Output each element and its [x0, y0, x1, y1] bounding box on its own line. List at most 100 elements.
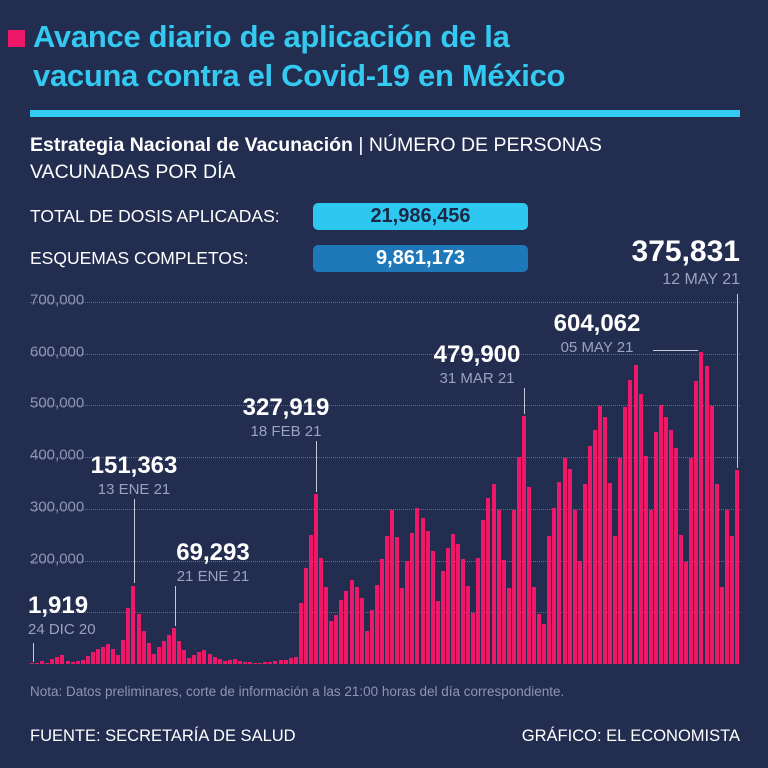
annotation-date: 05 MAY 21 [560, 339, 634, 356]
bar-day-45 [258, 662, 263, 664]
bar-day-30 [182, 650, 187, 664]
annotation-28: 69,293 21 ENE 21 [176, 540, 249, 586]
bar-day-132 [699, 351, 704, 664]
bar-day-22 [141, 630, 146, 664]
annotation-callout-line-20 [134, 499, 135, 583]
bar-day-8 [70, 661, 75, 664]
bar-day-48 [273, 661, 278, 664]
gridline-400000 [30, 457, 740, 459]
bar-day-52 [293, 657, 298, 664]
bar-day-24 [151, 653, 156, 664]
bar-day-131 [694, 380, 699, 664]
bar-day-123 [653, 431, 658, 664]
annotation-value: 479,900 [433, 341, 521, 368]
headline-value: 375,831 [631, 235, 740, 268]
footer-source: FUENTE: SECRETARÍA DE SALUD [30, 727, 296, 745]
bar-day-105 [562, 457, 567, 664]
bar-day-3 [45, 662, 50, 664]
bar-day-67 [369, 609, 374, 664]
annotation-date: 31 MAR 21 [439, 370, 515, 387]
bar-day-13 [95, 649, 100, 664]
stat-value-total-doses-badge: 21,986,456 [313, 203, 528, 230]
bar-day-37 [217, 659, 222, 664]
annotation-callout-line-0 [33, 643, 34, 662]
bar-day-117 [623, 406, 628, 664]
bar-day-50 [283, 659, 288, 664]
bar-day-58 [324, 587, 329, 664]
bar-day-112 [598, 406, 603, 664]
bar-day-121 [643, 456, 648, 664]
bar-day-46 [263, 662, 268, 664]
bar-day-98 [527, 486, 532, 664]
annotation-value: 327,919 [242, 394, 330, 421]
bar-day-127 [674, 447, 679, 664]
bar-day-32 [192, 654, 197, 664]
bar-day-64 [354, 586, 359, 664]
bar-day-25 [156, 646, 161, 664]
bar-day-69 [379, 558, 384, 664]
bar-day-77 [420, 518, 425, 664]
bar-day-31 [187, 657, 192, 664]
page-title-line2: vacuna contra el Covid-19 en México [33, 58, 566, 93]
bar-day-40 [232, 659, 237, 664]
stat-label-complete-schemes: ESQUEMAS COMPLETOS: [30, 248, 249, 268]
annotation-callout-line-132 [653, 350, 698, 351]
bar-day-90 [486, 497, 491, 664]
bar-day-60 [334, 614, 339, 664]
bar-day-82 [445, 547, 450, 664]
bar-day-41 [237, 660, 242, 664]
bar-day-62 [344, 590, 349, 664]
bar-day-92 [496, 510, 501, 664]
bar-day-96 [516, 456, 521, 664]
stat-row-total-doses: TOTAL DE DOSIS APLICADAS: 21,986,456 [30, 203, 528, 230]
bar-day-101 [542, 623, 547, 664]
bar-day-49 [278, 660, 283, 664]
bar-day-110 [587, 445, 592, 664]
bar-day-135 [714, 484, 719, 664]
bar-day-71 [390, 510, 395, 664]
bar-day-93 [501, 559, 506, 664]
annotation-date: 13 ENE 21 [97, 481, 171, 498]
bar-day-136 [719, 587, 724, 664]
bar-day-139 [734, 469, 739, 664]
bar-day-95 [511, 509, 516, 664]
bar-day-61 [339, 599, 344, 664]
annotation-97: 479,900 31 MAR 21 [433, 341, 521, 388]
bar-day-5 [55, 656, 60, 664]
bar-day-14 [101, 646, 106, 664]
bar-day-44 [253, 662, 258, 664]
bar-day-76 [415, 508, 420, 664]
subtitle-bold-text: Estrategia Nacional de Vacunación [30, 134, 353, 156]
bar-day-111 [592, 430, 597, 664]
bar-day-88 [476, 558, 481, 664]
annotation-132: 604,062 05 MAY 21 [554, 311, 641, 357]
bar-day-126 [669, 430, 674, 664]
bar-day-72 [395, 537, 400, 664]
bar-day-80 [435, 601, 440, 664]
bar-day-27 [166, 635, 171, 664]
bar-day-84 [456, 543, 461, 664]
page-title: Avance diario de aplicación de la vacuna… [33, 17, 565, 95]
annotation-date: 18 FEB 21 [250, 423, 322, 440]
bar-day-74 [405, 561, 410, 664]
bar-day-109 [582, 483, 587, 664]
y-axis-label-700000: 700,000 [30, 291, 85, 309]
stats-block: TOTAL DE DOSIS APLICADAS: 21,986,456 ESQ… [30, 203, 528, 287]
bar-day-23 [146, 642, 151, 664]
bar-day-19 [126, 608, 131, 664]
y-axis-label-400000: 400,000 [30, 446, 85, 464]
annotation-callout-line-56 [316, 441, 317, 492]
bar-day-54 [303, 567, 308, 664]
bar-day-89 [481, 520, 486, 664]
bar-day-15 [106, 643, 111, 664]
annotation-20: 151,363 13 ENE 21 [91, 453, 178, 499]
bar-day-104 [557, 481, 562, 664]
annotation-value: 1,919 [28, 592, 89, 619]
bar-day-17 [116, 654, 121, 664]
footnote: Nota: Datos preliminares, corte de infor… [30, 684, 565, 699]
bar-day-43 [248, 661, 253, 664]
bar-day-70 [385, 536, 390, 664]
bar-day-73 [400, 588, 405, 664]
footer-credit: GRÁFICO: EL ECONOMISTA [521, 727, 740, 745]
